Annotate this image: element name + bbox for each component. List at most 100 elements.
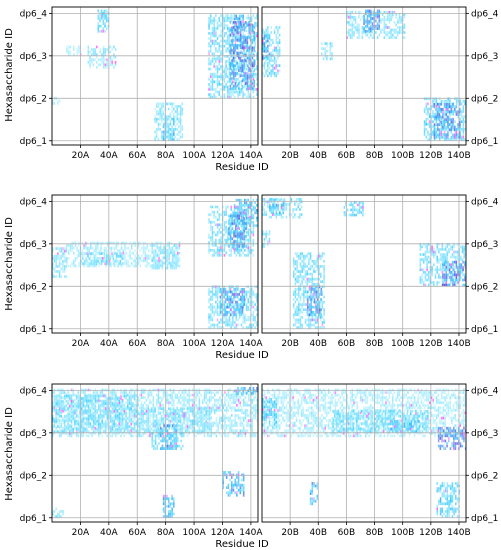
heatmap-cell [434, 273, 437, 277]
heatmap-cell [228, 39, 231, 43]
heatmap-cell [446, 255, 449, 259]
heatmap-cell [247, 248, 250, 252]
heatmap-cell [62, 403, 64, 407]
heatmap-cell [77, 429, 80, 433]
heatmap-cell [95, 262, 98, 266]
heatmap-cell [220, 95, 222, 99]
heatmap-cell [390, 10, 392, 14]
heatmap-cell [86, 246, 89, 250]
heatmap-cell [247, 233, 250, 237]
heatmap-cell [231, 214, 234, 218]
heatmap-cell [91, 406, 93, 410]
heatmap-cell [435, 136, 437, 139]
heatmap-cell [238, 60, 241, 63]
heatmap-cell [236, 245, 239, 248]
heatmap-cell [88, 252, 91, 255]
heatmap-cell [247, 300, 250, 304]
heatmap-cell [237, 251, 239, 255]
heatmap-cell [211, 220, 214, 224]
heatmap-cell [462, 130, 465, 134]
heatmap-cell [265, 34, 267, 38]
heatmap-cell [272, 71, 274, 75]
heatmap-cell [223, 21, 226, 25]
heatmap-cell [455, 260, 458, 264]
heatmap-cell [175, 261, 177, 265]
heatmap-cell [385, 18, 387, 22]
heatmap-cell [97, 9, 99, 13]
heatmap-cell [230, 83, 232, 86]
heatmap-cell [256, 203, 258, 207]
heatmap-cell [303, 300, 305, 304]
heatmap-cell [321, 254, 324, 258]
heatmap-cell [233, 90, 236, 94]
heatmap-cell [95, 249, 97, 253]
heatmap-cell [122, 249, 124, 253]
heatmap-cell [434, 276, 437, 279]
heatmap-cell [263, 64, 266, 67]
heatmap-cell [87, 53, 90, 56]
heatmap-cell [58, 265, 61, 268]
heatmap-cell [252, 62, 255, 66]
heatmap-cell [227, 318, 229, 322]
heatmap-cell [60, 429, 63, 433]
heatmap-cell [442, 128, 444, 131]
heatmap-cell [273, 71, 276, 75]
heatmap-cell [423, 110, 426, 113]
heatmap-cell [55, 247, 57, 250]
heatmap-cell [249, 323, 251, 327]
heatmap-cell [234, 43, 237, 47]
heatmap-cell [462, 107, 465, 111]
heatmap-cell [62, 391, 64, 394]
heatmap-cell [161, 248, 164, 252]
heatmap-cell [148, 254, 150, 258]
heatmap-cell [157, 105, 160, 108]
heatmap-cell [240, 300, 243, 304]
heatmap-cell [265, 200, 267, 204]
heatmap-cell [272, 38, 274, 42]
heatmap-cell [234, 229, 237, 233]
heatmap-cell [437, 125, 439, 129]
heatmap-cell [309, 267, 312, 271]
heatmap-cell [223, 44, 226, 48]
heatmap-cell [240, 223, 243, 227]
heatmap-cell [273, 56, 276, 60]
heatmap-cell [375, 27, 377, 31]
x-tick-label: 80A [157, 339, 175, 349]
heatmap-cell [272, 213, 274, 216]
heatmap-cell [245, 60, 248, 63]
heatmap-cell [296, 252, 298, 255]
heatmap-cell [457, 135, 460, 139]
heatmap-cell [462, 122, 465, 126]
heatmap-cell [352, 206, 354, 209]
heatmap-cell [235, 60, 238, 63]
heatmap-cell [252, 310, 255, 314]
heatmap-cell [168, 251, 171, 255]
heatmap-cell [75, 411, 78, 415]
heatmap-cell [392, 13, 394, 17]
heatmap-cell [363, 27, 365, 31]
heatmap-cell [453, 133, 456, 137]
heatmap-cell [173, 133, 175, 136]
heatmap-cell [273, 213, 276, 216]
heatmap-cell [233, 69, 235, 73]
heatmap-cell [244, 62, 246, 66]
heatmap-panel-2: 20B 40B 60B 80B 100B 120B 140Bdp6_1dp6_2dp6_3d… [261, 6, 499, 161]
x-tick-label: 40A [100, 339, 118, 349]
heatmap-cell [208, 62, 210, 66]
heatmap-cell [223, 70, 226, 73]
heatmap-cell [166, 264, 169, 267]
heatmap-cell [215, 223, 217, 227]
heatmap-cell [245, 216, 248, 220]
heatmap-cell [58, 249, 61, 253]
heatmap-cell [422, 258, 425, 261]
heatmap-cell [242, 65, 244, 68]
heatmap-cell [433, 105, 436, 109]
heatmap-cell [171, 105, 173, 108]
heatmap-cell [174, 128, 177, 131]
heatmap-cell [226, 303, 228, 306]
heatmap-cell [270, 26, 272, 29]
heatmap-cell [438, 128, 441, 132]
heatmap-cell [227, 236, 229, 239]
heatmap-cell [435, 133, 437, 137]
heatmap-cell [294, 313, 297, 317]
